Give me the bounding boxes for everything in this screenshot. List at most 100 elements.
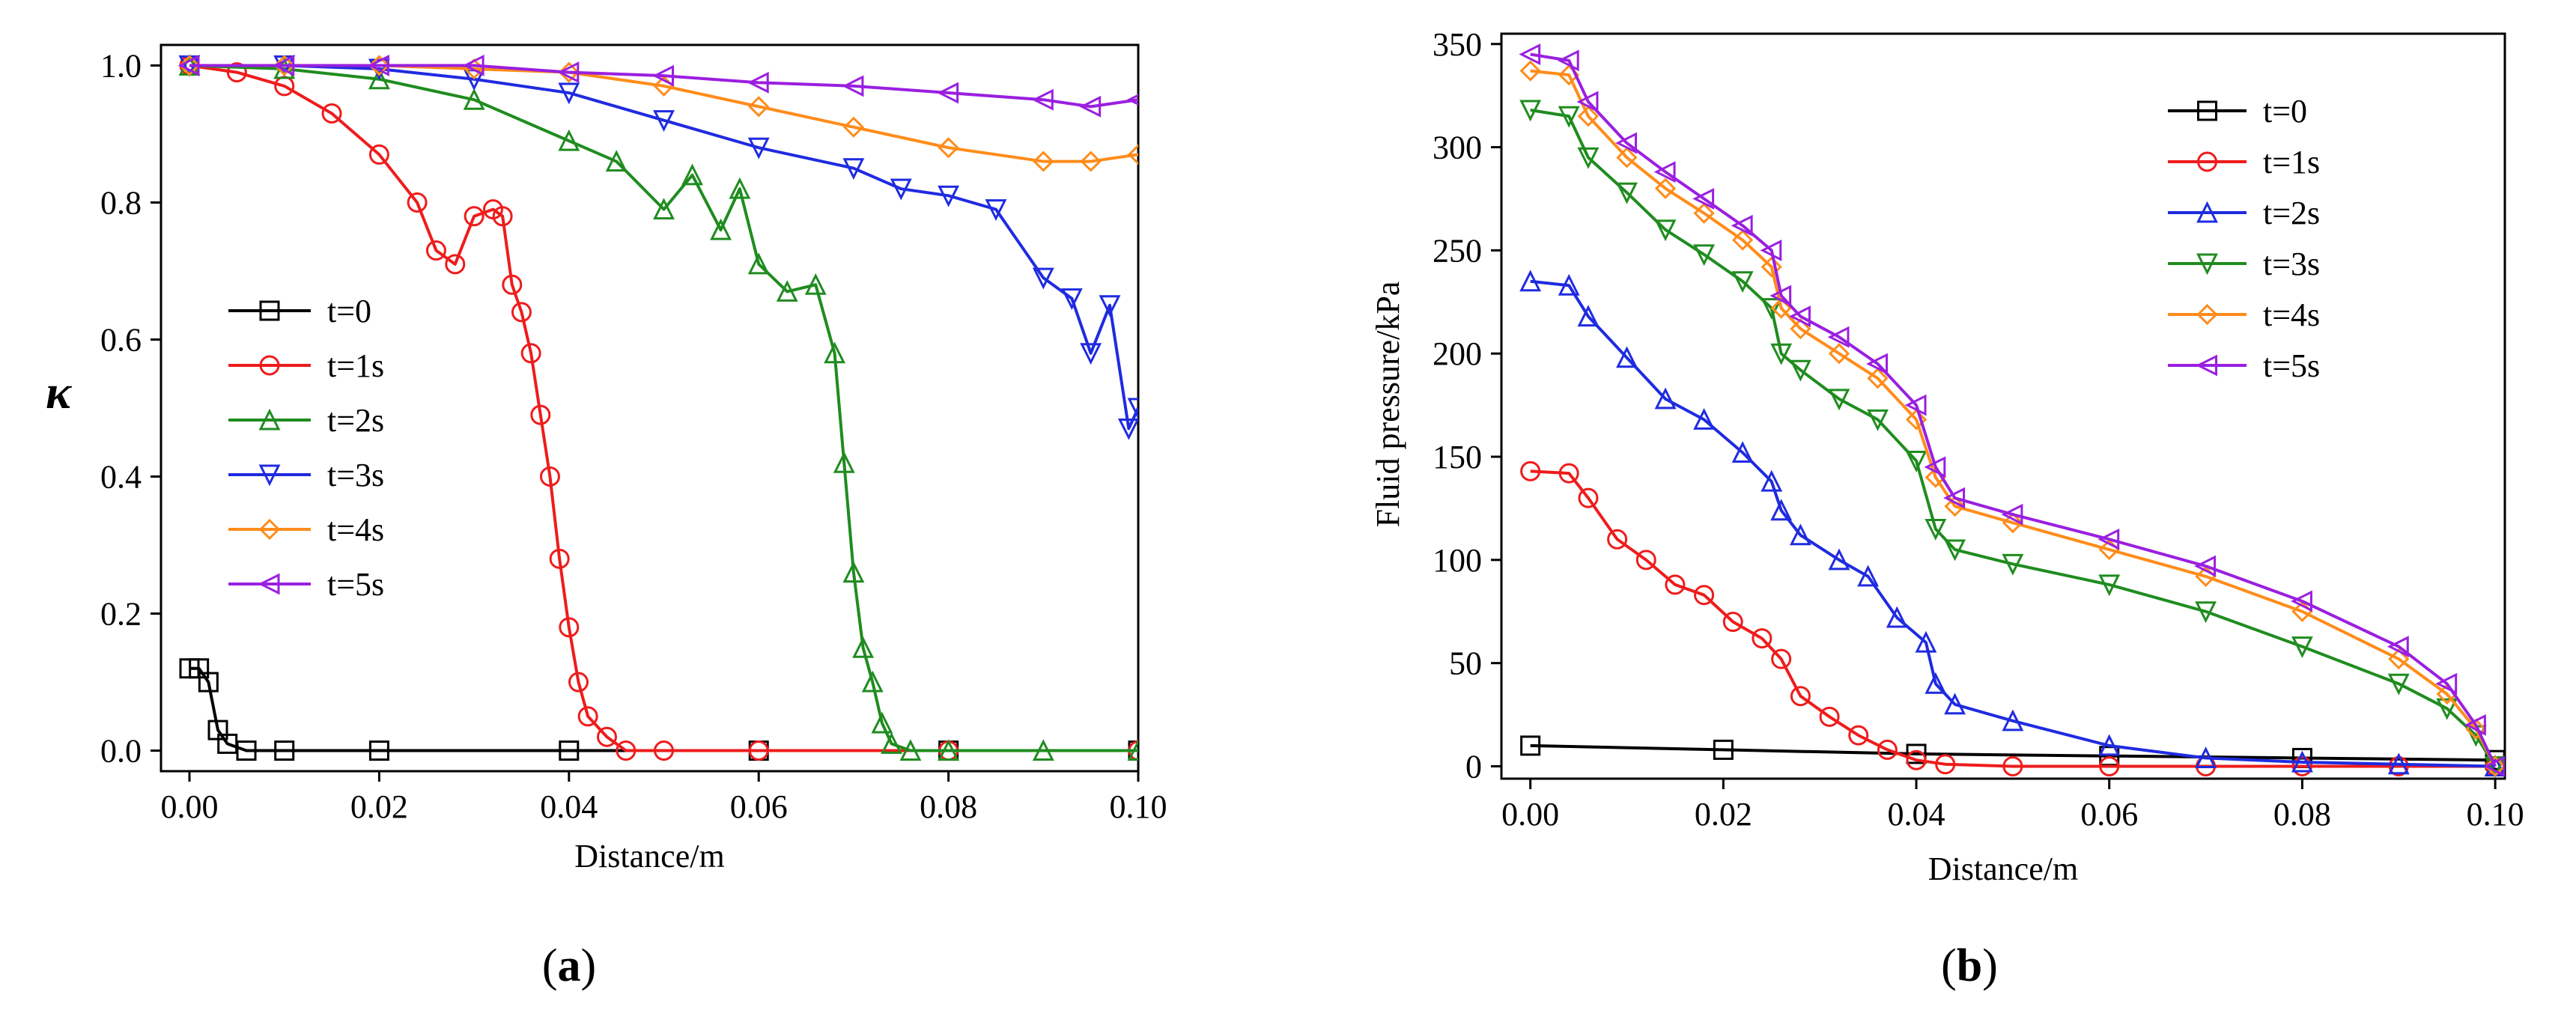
data-point: [1731, 441, 1754, 463]
x-tick-label: 0.04: [540, 788, 598, 825]
data-point: [937, 82, 959, 104]
data-point: [1577, 147, 1600, 169]
data-point: [1520, 460, 1541, 481]
series-line: [189, 64, 1138, 752]
data-point: [1828, 343, 1850, 365]
data-point: [464, 206, 484, 227]
data-point: [1032, 267, 1054, 290]
series-line: [1530, 469, 2496, 768]
data-point: [1665, 574, 1686, 595]
data-point: [1867, 368, 1889, 389]
legend-marker: [2196, 303, 2218, 326]
data-point: [462, 55, 484, 76]
data-point: [2435, 672, 2458, 695]
data-point: [1944, 496, 1966, 517]
y-tick-label: 350: [1433, 26, 1482, 63]
data-point: [1654, 177, 1677, 199]
data-point: [1905, 409, 1928, 431]
data-point: [568, 672, 589, 693]
data-point: [1790, 686, 1811, 707]
data-point: [1653, 161, 1676, 183]
data-point: [652, 64, 675, 87]
data-point: [776, 280, 798, 302]
data-point: [890, 178, 912, 201]
data-point: [1079, 95, 1102, 118]
data-point: [1654, 219, 1677, 242]
data-point: [748, 740, 769, 761]
data-point: [368, 55, 389, 76]
data-point: [938, 137, 959, 159]
y-axis-title: κ: [46, 365, 73, 419]
data-point: [558, 129, 580, 151]
legend-label: t=2s: [2263, 195, 2320, 231]
data-point: [747, 252, 770, 275]
series-t=3s: [1519, 100, 2505, 778]
data-point: [1032, 739, 1054, 761]
data-point: [1935, 754, 1956, 775]
data-point: [1080, 150, 1102, 172]
y-tick-label: 150: [1433, 439, 1482, 475]
data-point: [407, 192, 428, 213]
series-t=1s: [179, 55, 1138, 761]
data-point: [1752, 628, 1772, 649]
panel-caption: (a): [542, 940, 596, 991]
data-point: [824, 341, 845, 364]
data-point: [2464, 714, 2486, 736]
data-point: [1915, 630, 1937, 653]
data-point: [511, 302, 532, 323]
data-point: [833, 451, 855, 473]
series-line: [189, 64, 1138, 431]
series-t=5s: [1519, 43, 2505, 777]
data-point: [1770, 343, 1793, 365]
data-point: [577, 706, 598, 727]
data-point: [1828, 548, 1850, 571]
data-point: [1654, 387, 1677, 410]
data-point: [226, 62, 247, 83]
series-line: [189, 64, 1138, 752]
data-point: [520, 343, 541, 364]
data-point: [2002, 755, 2023, 776]
data-point: [1519, 100, 1542, 122]
data-point: [445, 254, 466, 275]
data-point: [1616, 182, 1638, 204]
legend-label: t=5s: [2263, 347, 2320, 384]
data-point: [2001, 503, 2023, 526]
x-axis-title: Distance/m: [1928, 851, 2078, 887]
data-point: [1827, 326, 1850, 348]
data-point: [1944, 539, 1966, 562]
data-point: [1713, 739, 1734, 760]
x-tick-label: 0.10: [2467, 796, 2524, 833]
data-point: [938, 739, 960, 761]
data-point: [1519, 270, 1542, 292]
legend-label: t=1s: [327, 347, 384, 384]
legend-marker: [258, 573, 280, 595]
data-point: [273, 55, 295, 76]
data-point: [1722, 612, 1743, 633]
data-point: [2483, 755, 2505, 777]
data-point: [273, 55, 295, 76]
legend-marker: [2196, 253, 2218, 276]
series-t=3s: [178, 55, 1138, 440]
data-point: [198, 672, 219, 693]
data-point: [729, 177, 751, 199]
data-point: [2484, 755, 2505, 777]
data-point: [177, 55, 200, 76]
data-point: [1924, 456, 1946, 478]
data-point: [1127, 144, 1138, 165]
data-point: [1031, 88, 1054, 111]
x-tick-label: 0.06: [2080, 796, 2138, 833]
data-point: [2436, 698, 2458, 720]
data-point: [368, 144, 389, 165]
data-point: [1693, 408, 1716, 430]
y-tick-label: 0.4: [100, 459, 142, 496]
data-point: [2002, 512, 2024, 534]
data-point: [1615, 132, 1637, 154]
data-point: [653, 110, 675, 133]
data-point: [2098, 734, 2121, 756]
data-point: [1558, 273, 1580, 296]
x-tick-label: 0.08: [2273, 796, 2331, 833]
panel-b-chart: 0.00 0.02 0.04 0.06 0.08 0.10 0 50 100 150 200 250 3…: [1370, 26, 2524, 991]
data-point: [557, 61, 580, 84]
data-point: [842, 116, 865, 138]
